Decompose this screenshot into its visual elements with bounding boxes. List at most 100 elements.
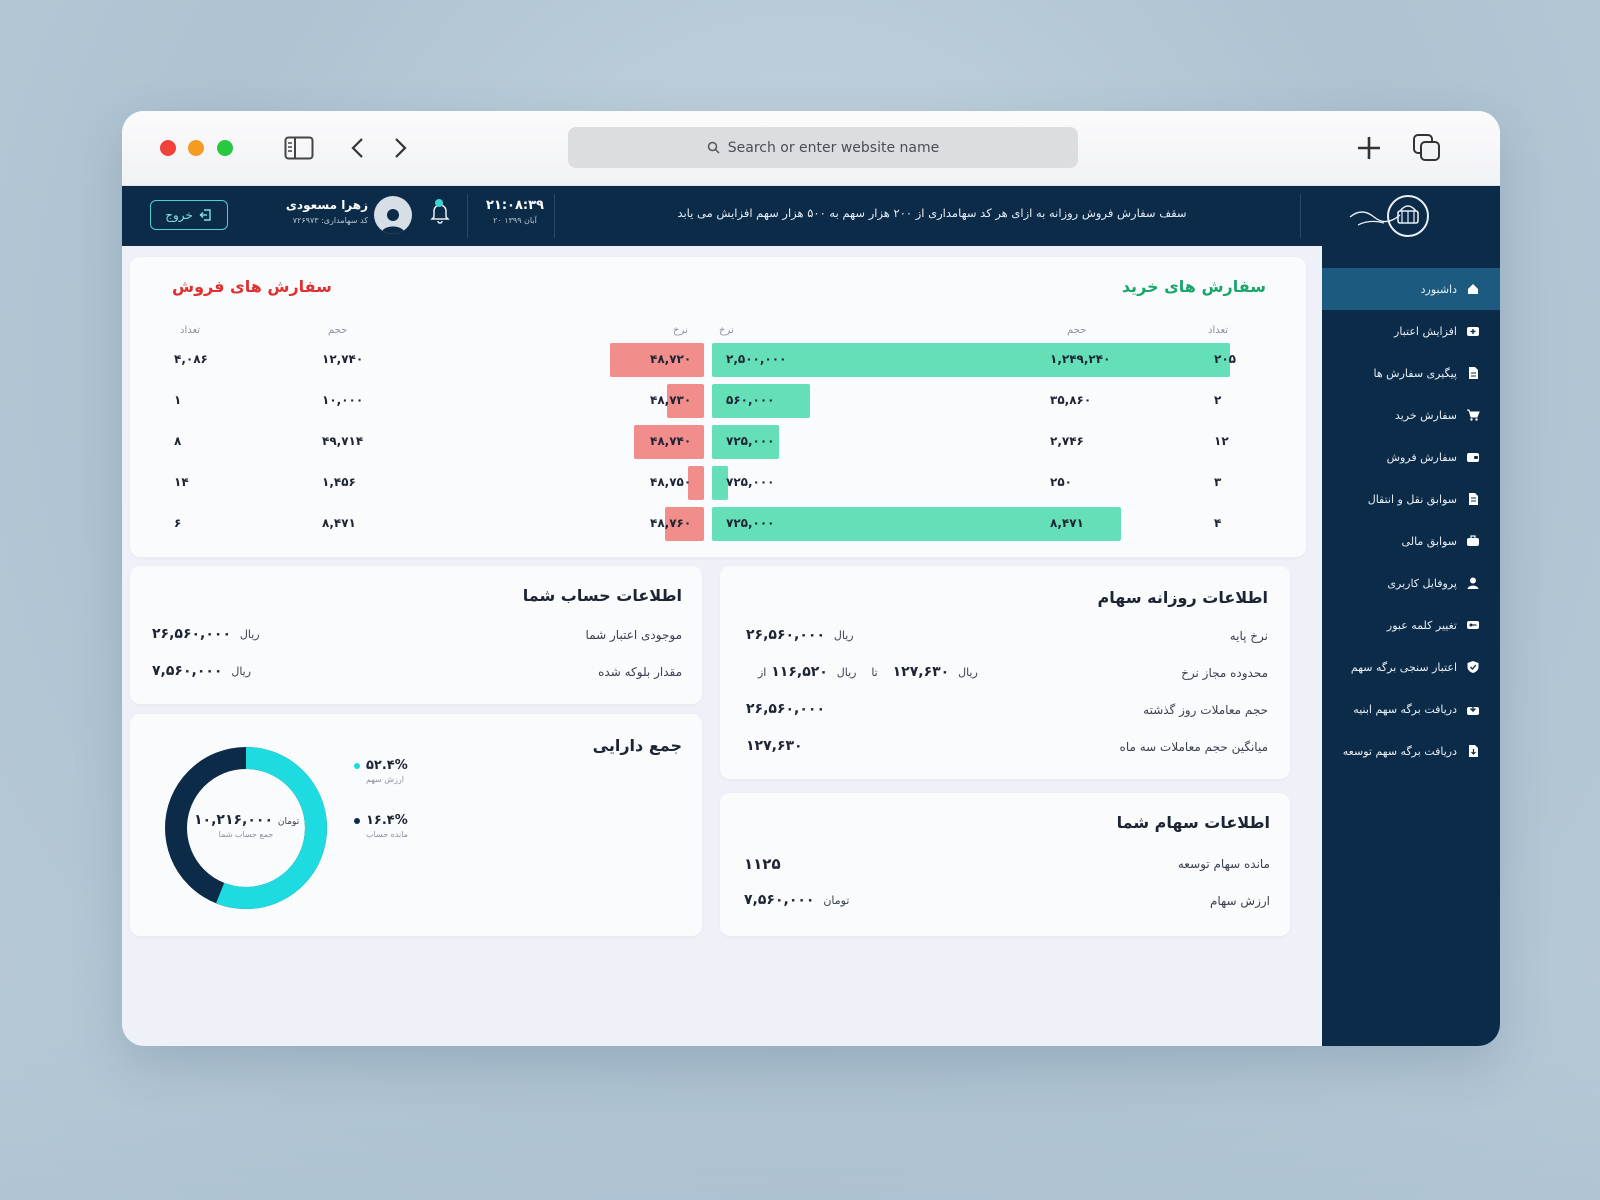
blocked-unit: ریال (231, 665, 252, 678)
user-icon (1466, 576, 1480, 590)
blocked-value: ریال ۷,۵۶۰,۰۰۰ (152, 663, 251, 679)
tab-overview-icon[interactable] (1410, 131, 1444, 165)
close-window-button[interactable] (160, 140, 176, 156)
sidebar-item-user[interactable]: پروفایل کاربری (1322, 562, 1500, 604)
sidebar-item-label: پروفایل کاربری (1387, 576, 1457, 590)
total-value: ۱۰,۲۱۶,۰۰۰ (194, 812, 273, 828)
buy-count-cell: ۳ (1214, 475, 1222, 489)
sidebar-item-file-transfer[interactable]: سوابق نقل و انتقال (1322, 478, 1500, 520)
buy-volume-cell: ۸,۴۷۱ (1050, 516, 1084, 530)
sidebar-item-label: تغییر کلمه عبور (1386, 618, 1457, 632)
assets-donut-chart (165, 747, 327, 909)
share-value-value: تومان ۷,۵۶۰,۰۰۰ (744, 892, 849, 908)
user-name: زهرا مسعودی (285, 198, 368, 212)
sidebar-item-label: دریافت برگه سهم ابنیه (1353, 702, 1457, 716)
logout-button[interactable]: خروج (150, 200, 228, 230)
buy-price-cell: ۷۲۵,۰۰۰ (726, 434, 775, 448)
sidebar-item-label: داشبورد (1420, 282, 1457, 296)
sidebar-item-briefcase[interactable]: سوابق مالی (1322, 520, 1500, 562)
user-silhouette-icon (381, 209, 405, 234)
avg-volume-value: ۱۲۷,۶۳۰ (746, 738, 803, 754)
sidebar-item-label: سفارش خرید (1394, 408, 1457, 422)
blocked-label: مقدار بلوکه شده (598, 665, 682, 679)
buy-count-cell: ۱۲ (1214, 434, 1229, 448)
sidebar-item-wallet-plus[interactable]: افزایش اعتبار (1322, 310, 1500, 352)
total-unit: تومان (277, 817, 300, 827)
clock: ۲۱:۰۸:۳۹ ۲۰ آبان ۱۳۹۹ (477, 198, 553, 225)
sell-volume-cell: ۱,۴۵۶ (322, 475, 356, 489)
sell-depth-bar (610, 343, 704, 377)
sidebar-item-wallet[interactable]: سفارش فروش (1322, 436, 1500, 478)
sell-volume-cell: ۱۰,۰۰۰ (322, 393, 364, 407)
sidebar-item-label: دریافت برگه سهم توسعه (1342, 744, 1457, 758)
address-bar[interactable]: Search or enter website name (568, 127, 1078, 168)
total-caption: جمع حساب شما (218, 830, 274, 839)
header-divider (1300, 194, 1301, 238)
sell-depth-bar (633, 425, 704, 459)
share-value-label: ارزش سهام (1209, 894, 1270, 908)
range-to-unit: ریال (958, 666, 978, 679)
share-value-unit: تومان (823, 894, 850, 907)
notification-bell-icon[interactable] (430, 202, 450, 228)
header-divider (467, 194, 468, 238)
sidebar-item-label: سفارش فروش (1386, 450, 1457, 464)
wallet-plus-icon (1466, 324, 1480, 338)
sell-orders-title: سفارش های فروش (172, 277, 332, 296)
range-to-amount: ۱۲۷,۶۳۰ (892, 664, 950, 680)
total-assets-card: جمع دارایی تومان ۱۰,۲۱۶,۰۰۰ جمع حساب شما… (130, 714, 702, 936)
your-shares-title: اطلاعات سهام شما (1116, 813, 1270, 832)
legend-label: ارزش سهم (366, 775, 404, 784)
legend-dot (354, 762, 360, 769)
range-to-word: تا (871, 666, 878, 679)
sidebar-item-label: پیگیری سفارش ها (1373, 366, 1457, 380)
base-price-label: نرخ پایه (1229, 629, 1268, 643)
account-info-card: اطلاعات حساب شما موجودی اعتبار شما ریال … (130, 566, 702, 704)
sidebar-toggle-icon[interactable] (282, 131, 316, 165)
donut-segment-shares (165, 747, 327, 909)
sell-volume-cell: ۸,۴۷۱ (322, 516, 356, 530)
daily-info-title: اطلاعات روزانه سهام (1097, 588, 1268, 607)
credit-value: ریال ۲۶,۵۶۰,۰۰۰ (152, 626, 260, 642)
buy-volume-cell: ۲۵۰ (1050, 475, 1072, 489)
sidebar-item-key[interactable]: تغییر کلمه عبور (1322, 604, 1500, 646)
credit-label: موجودی اعتبار شما (585, 628, 682, 642)
app-header: خروج زهرا مسعودی کد سهامداری: ۷۲۶۹۷۳ ۲۱:… (122, 186, 1500, 246)
sell-count-header: تعداد (180, 325, 201, 336)
buy-depth-bar (712, 384, 811, 418)
user-profile[interactable]: زهرا مسعودی کد سهامداری: ۷۲۶۹۷۳ (282, 196, 412, 238)
sell-price-cell: ۴۸,۷۶۰ (650, 516, 692, 530)
legend-dot (354, 817, 360, 824)
minimize-window-button[interactable] (188, 140, 204, 156)
account-info-title: اطلاعات حساب شما (522, 586, 682, 605)
sell-count-cell: ۶ (174, 516, 182, 530)
sidebar-item-document[interactable]: پیگیری سفارش ها (1322, 352, 1500, 394)
buy-count-cell: ۴ (1214, 516, 1222, 530)
buy-price-cell: ۷۲۵,۰۰۰ (726, 516, 775, 530)
sidebar-item-download-box[interactable]: دریافت برگه سهم ابنیه (1322, 688, 1500, 730)
your-shares-card: اطلاعات سهام شما مانده سهام توسعه ۱۱۲۵ ا… (720, 793, 1290, 936)
buy-volume-cell: ۳۵,۸۶۰ (1050, 393, 1092, 407)
buy-count-header: تعداد (1208, 325, 1229, 336)
new-tab-plus-icon[interactable] (1352, 131, 1386, 165)
search-icon (707, 141, 720, 154)
brand-logo[interactable] (1344, 191, 1434, 241)
sell-volume-cell: ۱۲,۷۴۰ (322, 352, 364, 366)
sell-count-cell: ۴,۰۸۶ (174, 352, 208, 366)
back-arrow-icon[interactable] (344, 131, 370, 165)
sidebar-item-cart[interactable]: سفارش خرید (1322, 394, 1500, 436)
range-from-unit: ریال (836, 666, 857, 679)
file-transfer-icon (1466, 492, 1480, 506)
notification-badge (435, 199, 443, 207)
sidebar-item-download-file[interactable]: دریافت برگه سهم توسعه (1322, 730, 1500, 772)
sidebar-item-label: افزایش اعتبار (1394, 324, 1457, 338)
maximize-window-button[interactable] (217, 140, 233, 156)
forward-arrow-icon[interactable] (388, 131, 414, 165)
browser-window: Search or enter website name خروج زهرا م… (122, 111, 1500, 1046)
key-icon (1466, 618, 1480, 632)
sell-count-cell: ۱ (174, 393, 182, 407)
sidebar-item-shield-check[interactable]: اعتبار سنجی برگه سهم (1322, 646, 1500, 688)
buy-volume-header: حجم (1067, 325, 1087, 336)
prev-volume-label: حجم معاملات روز گذشته (1143, 703, 1268, 717)
header-divider (554, 194, 555, 238)
sidebar-item-home[interactable]: داشبورد (1322, 268, 1500, 310)
